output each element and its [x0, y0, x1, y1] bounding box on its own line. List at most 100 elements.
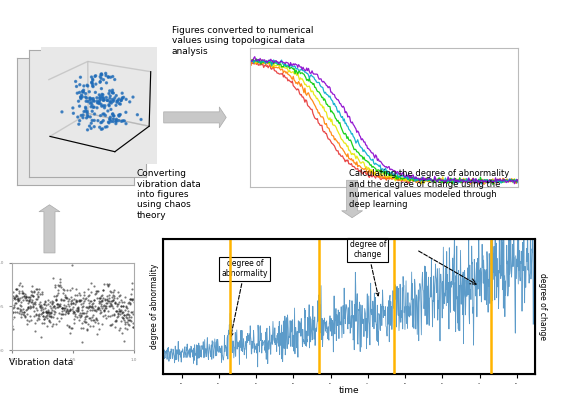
Point: [44, 316, 54, 323]
Point: [80, 298, 89, 304]
Point: [57, 297, 66, 303]
Point: [77, 307, 87, 313]
Point: [19, 310, 28, 317]
Point: [58, 304, 67, 311]
Point: [107, 322, 116, 329]
Point: [27, 297, 36, 303]
Point: [67, 297, 76, 304]
Point: [34, 301, 43, 307]
Point: [127, 309, 137, 315]
Point: [78, 325, 87, 331]
Point: [77, 312, 86, 319]
Point: [23, 303, 33, 310]
Point: [111, 317, 120, 323]
Point: [34, 286, 44, 293]
Point: [97, 297, 107, 304]
Point: [105, 313, 115, 319]
Point: [129, 324, 138, 330]
Point: [11, 292, 20, 298]
Point: [9, 314, 19, 320]
Point: [8, 326, 17, 332]
Point: [30, 300, 39, 306]
Point: [102, 299, 112, 306]
Point: [81, 310, 91, 316]
Point: [90, 318, 100, 325]
Point: [40, 316, 49, 322]
Point: [59, 286, 68, 293]
Point: [73, 305, 83, 312]
Point: [36, 303, 45, 310]
Point: [18, 290, 27, 297]
Point: [113, 312, 123, 319]
Point: [26, 302, 35, 309]
Point: [129, 296, 138, 302]
Point: [58, 290, 68, 297]
Point: [96, 297, 105, 304]
Point: [100, 308, 109, 314]
Point: [65, 307, 74, 313]
Point: [26, 312, 35, 319]
Point: [13, 304, 22, 311]
Point: [74, 316, 84, 323]
Point: [59, 287, 69, 293]
Point: [93, 305, 102, 311]
Point: [41, 309, 51, 315]
Point: [97, 297, 107, 303]
Point: [102, 281, 111, 287]
Point: [40, 301, 49, 307]
Point: [83, 297, 93, 303]
Point: [25, 294, 34, 300]
Point: [20, 291, 30, 297]
Point: [56, 301, 65, 307]
Point: [40, 314, 49, 320]
Point: [58, 305, 67, 312]
Point: [65, 296, 74, 302]
Point: [37, 305, 46, 312]
Point: [111, 324, 120, 331]
Point: [112, 301, 121, 308]
Point: [82, 326, 91, 332]
Point: [109, 311, 118, 317]
Point: [79, 289, 88, 296]
Point: [125, 314, 134, 320]
Point: [78, 339, 87, 345]
Point: [107, 303, 116, 310]
Point: [59, 306, 69, 313]
Point: [120, 320, 130, 327]
Point: [81, 313, 90, 319]
Point: [34, 289, 43, 296]
Point: [47, 313, 56, 319]
Point: [100, 281, 109, 287]
Point: [26, 299, 36, 305]
Point: [47, 314, 56, 320]
Point: [122, 326, 132, 332]
Point: [129, 298, 139, 305]
Point: [94, 320, 103, 326]
Point: [129, 307, 139, 314]
Point: [19, 308, 29, 315]
Point: [78, 310, 87, 316]
Point: [65, 306, 74, 313]
Point: [100, 307, 109, 314]
Point: [123, 300, 133, 306]
Point: [92, 317, 101, 324]
Point: [22, 321, 31, 327]
Point: [20, 312, 30, 319]
Point: [17, 308, 27, 315]
Point: [66, 298, 75, 304]
Point: [86, 315, 95, 322]
Point: [126, 314, 136, 320]
Point: [113, 295, 122, 301]
Point: [118, 303, 127, 309]
Point: [61, 311, 70, 317]
Point: [122, 314, 131, 321]
Point: [56, 296, 65, 302]
Point: [63, 307, 73, 314]
Point: [44, 301, 53, 307]
Point: [29, 288, 38, 295]
Point: [72, 314, 81, 320]
Point: [120, 325, 130, 331]
Point: [16, 308, 25, 314]
Point: [100, 305, 109, 311]
Point: [124, 320, 133, 327]
